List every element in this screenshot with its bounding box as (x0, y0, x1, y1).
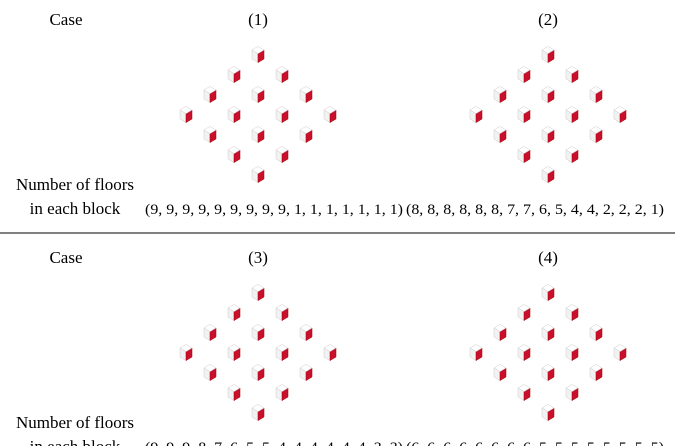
case-label: Case (49, 248, 82, 267)
floors-values: (8, 8, 8, 8, 8, 8, 7, 7, 6, 5, 4, 4, 2, … (406, 202, 664, 218)
floors-label: in each block (30, 199, 121, 218)
floors-values: (6, 6, 6, 6, 6, 6, 6, 6, 5, 5, 5, 5, 5, … (406, 440, 664, 446)
floors-values: (9, 9, 9, 8, 7, 6, 5, 5, 4, 4, 4, 4, 4, … (145, 440, 403, 446)
case-number: (2) (538, 10, 558, 29)
block-layout (470, 284, 626, 420)
block-layout (470, 46, 626, 182)
block-layout (180, 284, 336, 420)
case-number: (3) (248, 248, 268, 267)
case-number: (4) (538, 248, 558, 267)
floors-values: (9, 9, 9, 9, 9, 9, 9, 9, 9, 1, 1, 1, 1, … (145, 202, 403, 218)
floors-label: in each block (30, 437, 121, 446)
floors-label: Number of floors (16, 413, 134, 432)
block-layout (180, 46, 336, 182)
case-label: Case (49, 10, 82, 29)
figure: Case Number of floors in each block (1) (9, … (0, 0, 675, 446)
case-number: (1) (248, 10, 268, 29)
floors-label: Number of floors (16, 175, 134, 194)
